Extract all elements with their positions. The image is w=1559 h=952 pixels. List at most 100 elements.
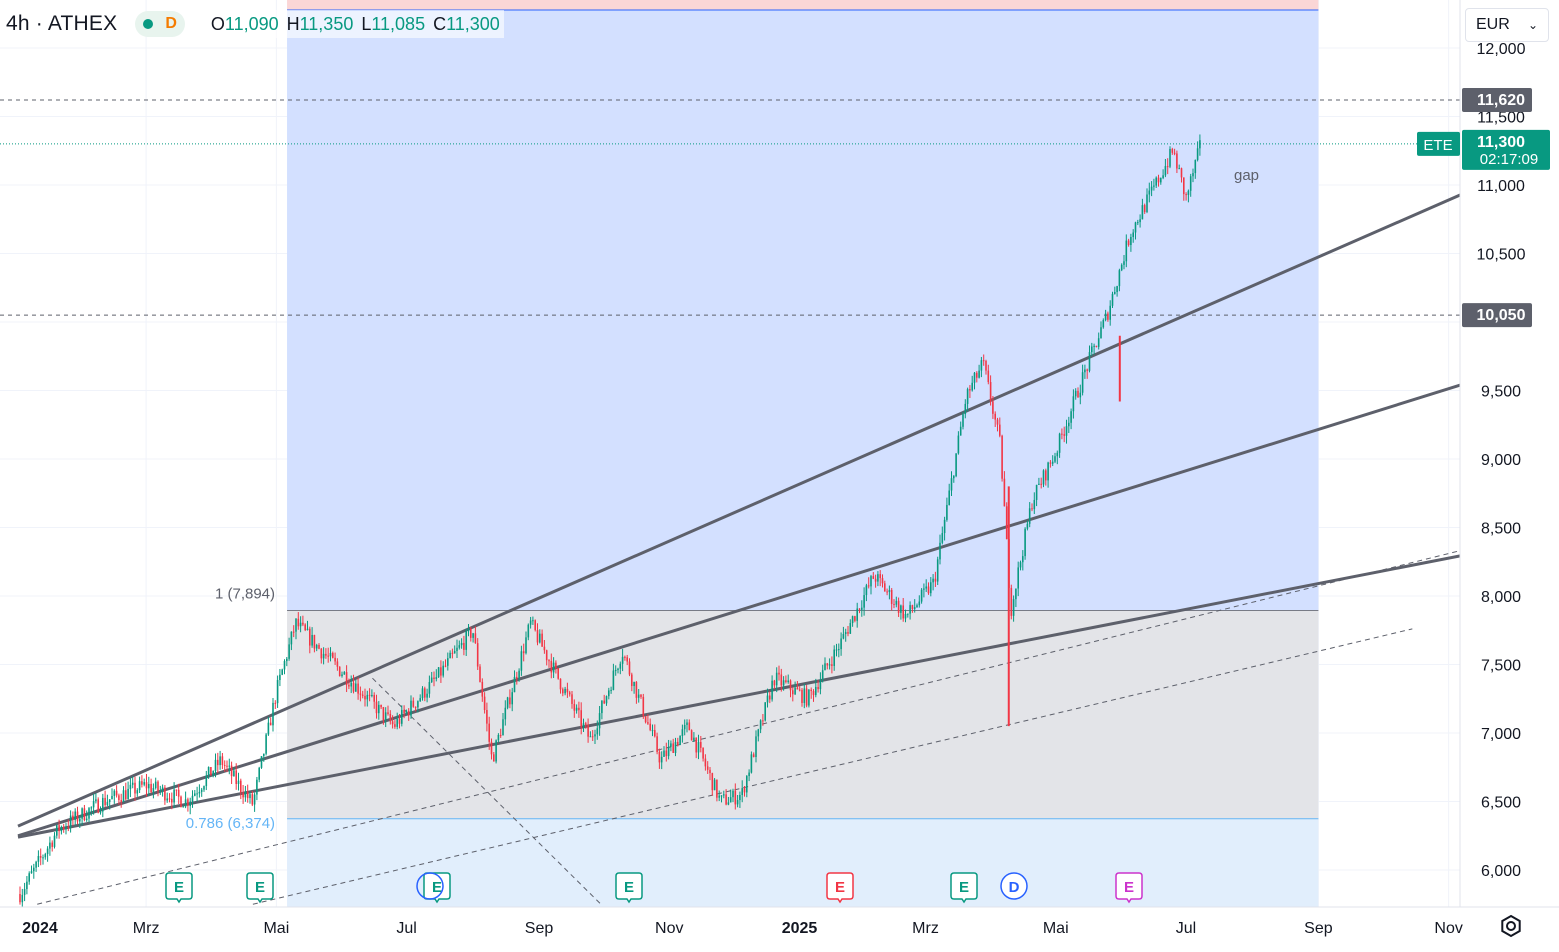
candle-body (532, 620, 534, 622)
candle-body (322, 653, 325, 659)
time-tick-label: Mrz (133, 920, 160, 937)
candle-body (28, 873, 30, 882)
candle-body (302, 622, 304, 625)
candle-body (159, 790, 162, 792)
candle-body (1017, 567, 1019, 589)
candle-body (1130, 237, 1132, 246)
price-tick-label: 7,500 (1481, 658, 1521, 675)
candle-body (713, 779, 716, 791)
candle-body (918, 601, 921, 606)
candle-body (614, 670, 617, 672)
candle-body (626, 657, 628, 662)
ohlc-open-key: O (210, 13, 225, 34)
candle-body (748, 772, 750, 777)
candle-body (1134, 222, 1137, 233)
candle-body (1100, 327, 1102, 339)
candle-body (283, 661, 286, 670)
symbol-title[interactable]: 4h · ATHEX (6, 12, 118, 35)
candle-body (1166, 166, 1169, 168)
time-tick-label: Mai (263, 920, 289, 937)
candle-body (571, 694, 573, 704)
candle-body (338, 666, 341, 676)
candle-body (559, 678, 562, 690)
candle-body (371, 694, 373, 696)
candle-body (502, 719, 504, 736)
candle-body (361, 694, 364, 696)
candle-body (483, 696, 486, 710)
time-tick-year: 2024 (22, 920, 58, 937)
candle-body (923, 588, 925, 590)
price-tick-label: 9,500 (1481, 384, 1521, 401)
candle-body (175, 789, 178, 791)
candle-body (125, 790, 127, 800)
candle-body (863, 595, 865, 608)
candle-body (449, 652, 451, 659)
candle-body (345, 672, 348, 685)
candle-body (741, 788, 743, 796)
candle-body (1049, 462, 1052, 464)
candle-body (847, 632, 849, 634)
candle-body (375, 701, 378, 714)
candle-body (900, 605, 902, 613)
candle-body (999, 424, 1001, 436)
fib-label-low: 0.786 (6,374) (186, 815, 275, 832)
candle-body (769, 695, 771, 700)
interval-badge: D (165, 15, 177, 32)
price-tick-label: 10,500 (1477, 247, 1526, 264)
candle-body (30, 871, 33, 874)
candle-body (644, 716, 647, 723)
candle-body (877, 574, 879, 582)
candle-body (19, 894, 21, 903)
time-tick-label: Mrz (912, 920, 939, 937)
candle-body (982, 360, 985, 362)
candle-body (667, 746, 670, 757)
candle-body (65, 827, 67, 830)
candle-body (401, 709, 403, 724)
candle-body (223, 765, 226, 767)
candle-body (1088, 352, 1091, 371)
symbol-legend: 4h · ATHEX D O 11,090 H 11,350 L 11,085 C 11… (6, 10, 504, 38)
candle-body (916, 605, 918, 608)
candle-body (854, 616, 856, 621)
candle-body (378, 704, 380, 714)
candle-body (1077, 390, 1079, 398)
currency-label: EUR (1476, 16, 1510, 33)
ohlc-close-value: 11,300 (446, 13, 500, 34)
candle-body (895, 600, 898, 605)
candle-body (1001, 435, 1003, 479)
candle-body (1102, 319, 1105, 328)
candle-body (601, 700, 603, 714)
time-tick-label: Nov (1434, 920, 1462, 937)
candle-body (51, 842, 53, 847)
candle-body (927, 586, 930, 594)
candle-body (56, 825, 58, 836)
candle-body (373, 694, 375, 702)
candle-body (1022, 556, 1024, 563)
market-status-badge[interactable]: D (135, 11, 185, 37)
candle-body (194, 793, 196, 796)
price-marker-11620-label: 11,620 (1477, 92, 1525, 109)
candle-body (141, 781, 143, 785)
candle-body (941, 533, 944, 543)
gear-icon[interactable] (1497, 912, 1525, 940)
event-marker-letter: E (174, 879, 184, 896)
candle-body (435, 677, 438, 679)
time-tick-year: 2025 (782, 920, 818, 937)
event-marker-letter: E (835, 879, 845, 896)
candle-body (320, 648, 323, 659)
candle-body (336, 661, 339, 667)
candle-body (1111, 293, 1114, 306)
currency-selector[interactable]: EUR ⌄ (1465, 8, 1549, 42)
candle-body (313, 634, 316, 649)
candle-body (964, 403, 967, 415)
candle-body (1162, 175, 1164, 179)
price-marker-11620 (1462, 88, 1532, 113)
candle-body (702, 747, 704, 759)
candle-body (161, 787, 164, 791)
candle-body (1143, 205, 1146, 213)
candle-body (467, 628, 470, 632)
candle-body (122, 790, 125, 803)
candle-body (665, 750, 668, 757)
candle-body (1056, 452, 1059, 457)
